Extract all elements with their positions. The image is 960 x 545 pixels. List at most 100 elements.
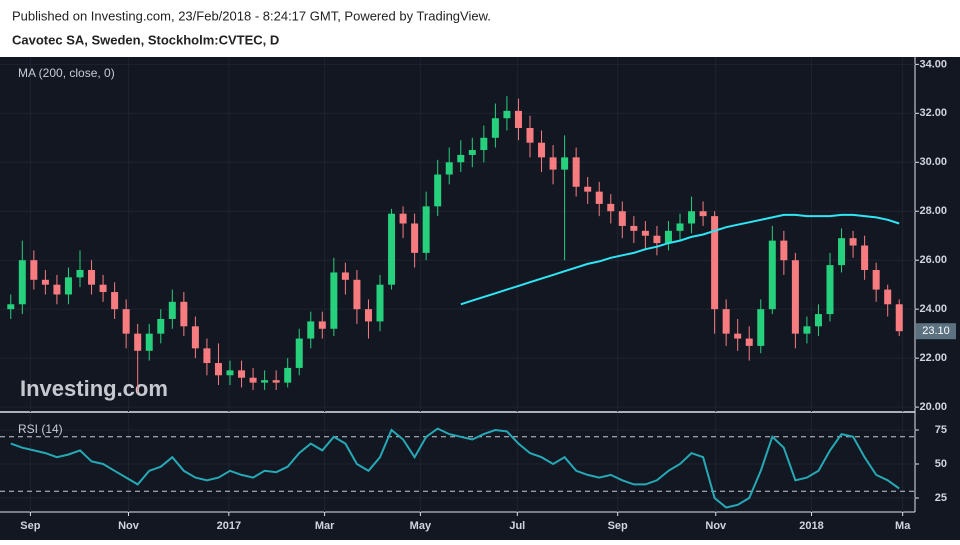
x-tick-label: Nov	[118, 520, 140, 532]
candle-body	[388, 213, 396, 285]
candle-body	[514, 110, 522, 128]
y-tick-label: 24.00	[919, 303, 947, 315]
candle-body	[676, 223, 684, 231]
candle-body	[884, 289, 892, 305]
candle-body	[791, 260, 799, 334]
candle-body	[468, 150, 476, 155]
candle-body	[122, 309, 130, 334]
candle-body	[503, 110, 511, 119]
candle-body	[238, 370, 246, 378]
candle-body	[745, 338, 753, 346]
candle-body	[872, 270, 880, 290]
published-note: Published on Investing.com, 23/Feb/2018 …	[12, 8, 491, 23]
candle-body	[18, 260, 26, 305]
x-tick-label: 2018	[799, 520, 823, 532]
candle-body	[134, 333, 142, 351]
candle-body	[561, 157, 569, 170]
legend-label: RSI (14)	[18, 422, 63, 436]
watermark: Investing.com	[20, 376, 168, 401]
candle-body	[895, 304, 903, 332]
candle-body	[307, 321, 315, 339]
candle-body	[768, 240, 776, 310]
line-series	[10, 427, 900, 509]
candle-body	[445, 162, 453, 175]
candle-body	[595, 191, 603, 204]
x-tick-label: 2017	[217, 520, 241, 532]
candle-body	[145, 333, 153, 351]
y-tick-label: 32.00	[919, 107, 947, 119]
candle-body	[422, 206, 430, 253]
x-tick-label: Nov	[705, 520, 727, 532]
candle-body	[549, 157, 557, 170]
candle-body	[76, 270, 84, 278]
candle-body	[653, 235, 661, 244]
candle-body	[272, 380, 280, 383]
candle-body	[168, 301, 176, 319]
y-tick-label: 34.00	[919, 58, 947, 70]
candle-body	[480, 137, 488, 151]
header-bg	[0, 0, 960, 57]
candle-body	[330, 272, 338, 329]
candle-body	[699, 211, 707, 217]
candle-body	[157, 318, 165, 334]
candle-body	[618, 211, 626, 226]
candle-body	[399, 213, 407, 224]
candle-body	[191, 326, 199, 349]
candle-body	[734, 333, 742, 339]
candle-body	[64, 277, 72, 295]
candle-body	[664, 230, 672, 244]
candle-body	[226, 370, 234, 376]
candle-body	[803, 326, 811, 334]
candle-body	[434, 174, 442, 207]
candle-body	[584, 186, 592, 192]
candle-body	[814, 314, 822, 327]
candle-body	[364, 309, 372, 322]
candle-body	[849, 238, 857, 246]
candle-body	[111, 292, 119, 310]
candle-body	[688, 211, 696, 224]
candle-body	[53, 284, 61, 295]
candle-body	[572, 157, 580, 187]
legend-label: MA (200, close, 0)	[18, 66, 115, 80]
candle-body	[722, 309, 730, 334]
candle-body	[261, 380, 269, 383]
y-tick-label: 20.00	[919, 401, 947, 413]
candle-body	[838, 238, 846, 266]
candle-body	[180, 301, 188, 327]
candle-body	[780, 240, 788, 261]
x-tick-label: Mar	[315, 520, 335, 532]
x-tick-label: May	[410, 520, 432, 532]
x-tick-label: Sep	[20, 520, 40, 532]
y-tick-label: 22.00	[919, 352, 947, 364]
y-tick-label: 50	[935, 458, 947, 470]
candle-body	[30, 260, 38, 280]
y-tick-label: 30.00	[919, 156, 947, 168]
candle-body	[757, 309, 765, 346]
candle-body	[861, 245, 869, 270]
candle-body	[88, 270, 96, 285]
y-tick-label: 75	[935, 424, 947, 436]
candle-body	[353, 279, 361, 310]
candle-body	[318, 321, 326, 329]
candle-body	[711, 216, 719, 310]
last-price-box	[916, 323, 956, 340]
last-price-label: 23.10	[922, 325, 950, 337]
y-tick-label: 25	[935, 492, 947, 504]
candle-body	[41, 279, 49, 285]
candle-body	[295, 338, 303, 368]
line-series	[460, 213, 900, 306]
x-tick-label: Sep	[608, 520, 628, 532]
candle-body	[203, 348, 211, 364]
candle-body	[411, 223, 419, 253]
candle-body	[457, 154, 465, 163]
candle-body	[641, 230, 649, 236]
y-tick-label: 26.00	[919, 254, 947, 266]
y-tick-label: 28.00	[919, 205, 947, 217]
candle-body	[7, 304, 15, 310]
candle-body	[630, 225, 638, 231]
candle-body	[826, 265, 834, 315]
candle-body	[99, 284, 107, 293]
candle-body	[214, 363, 222, 376]
symbol-title: Cavotec SA, Sweden, Stockholm:CVTEC, D	[12, 32, 279, 47]
